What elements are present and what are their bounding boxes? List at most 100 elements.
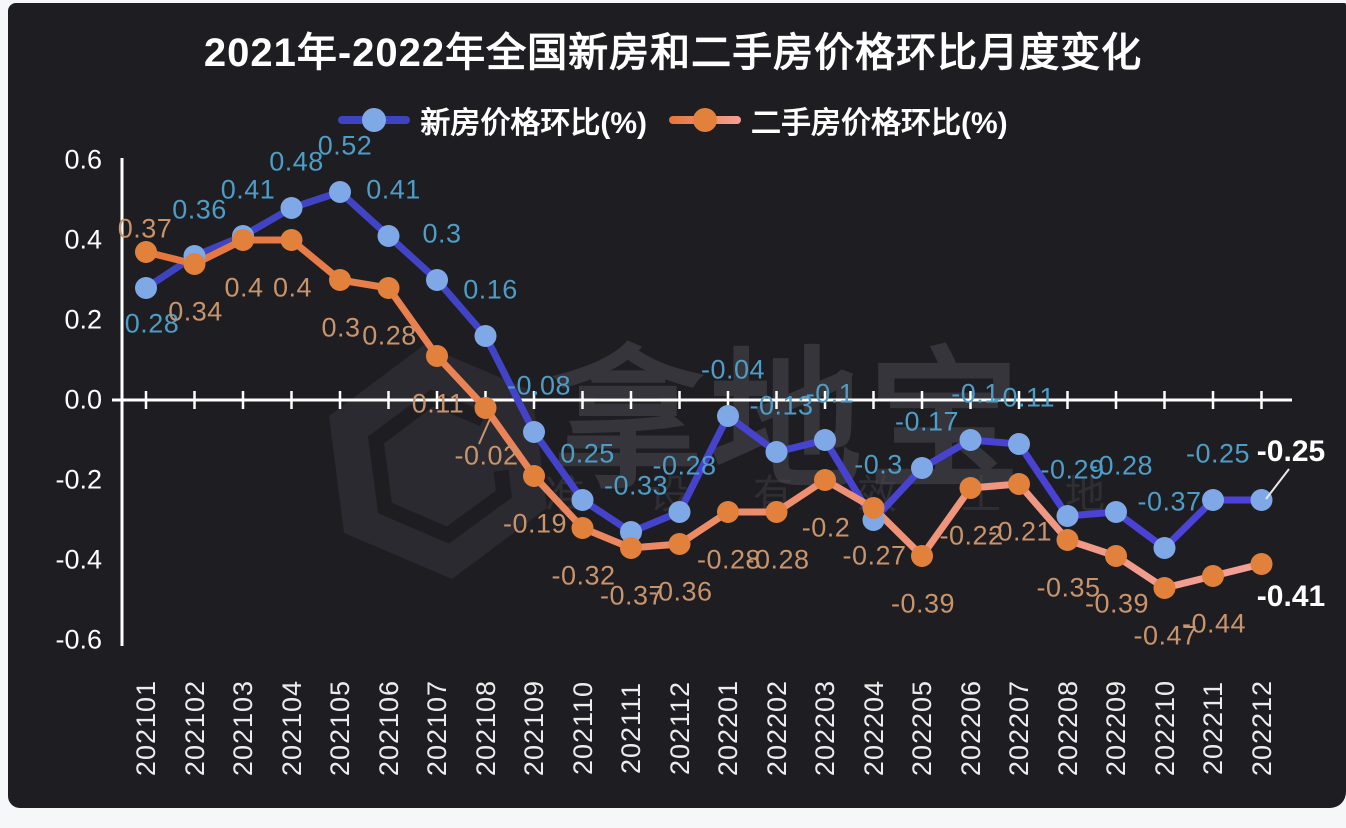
series-line-1	[142, 236, 1265, 592]
value-label: 0.4	[224, 272, 264, 303]
data-point	[1250, 553, 1273, 575]
data-point	[911, 545, 933, 567]
data-point	[1105, 501, 1127, 523]
value-label: -0.35	[1036, 572, 1101, 603]
value-label: -0.39	[890, 588, 956, 619]
y-axis-tick-label: 0.6	[64, 144, 102, 175]
watermark-text: 拿地宝	[552, 337, 1026, 507]
value-label: 0.41	[220, 174, 276, 205]
data-point	[959, 477, 982, 499]
value-label: -0.28	[745, 544, 810, 575]
value-label: -0.08	[506, 370, 572, 401]
data-point	[1153, 577, 1176, 599]
x-axis-tick-label: 202107	[422, 679, 452, 777]
legend-item-secondhand: 二手房价格环比(%)	[669, 98, 1008, 142]
data-point	[377, 277, 400, 299]
legend-line-secondhand-icon	[669, 108, 741, 132]
data-point	[1008, 433, 1030, 455]
x-axis-tick-label: 202210	[1149, 679, 1180, 777]
y-axis-tick-label: 0.4	[64, 224, 102, 255]
data-point	[668, 501, 691, 523]
x-axis-tick-label: 202106	[373, 679, 404, 777]
x-axis-tick-label: 202201	[713, 679, 743, 777]
x-axis-tick-label: 202104	[276, 679, 307, 777]
value-label: -0.28	[696, 544, 762, 575]
data-point	[620, 521, 642, 543]
value-label: -0.21	[987, 516, 1053, 547]
data-point	[717, 405, 739, 427]
x-axis-tick-label: 202205	[907, 679, 937, 777]
value-label: -0.3	[854, 449, 903, 480]
y-axis-tick-label: -0.2	[55, 464, 102, 495]
value-label: -0.36	[648, 576, 713, 607]
value-label: -0.44	[1181, 608, 1247, 639]
x-axis-tick-label: 202212	[1246, 679, 1277, 777]
data-point	[1056, 505, 1079, 527]
value-label: -0.25	[1185, 438, 1251, 469]
data-point	[280, 229, 303, 251]
data-point	[862, 497, 885, 519]
value-label: -0.33	[603, 470, 669, 501]
value-label: -0.17	[894, 406, 960, 437]
value-label: -0.29	[1040, 454, 1105, 485]
legend-dot-secondhand-icon	[693, 108, 717, 132]
value-label: -0.37	[599, 580, 665, 611]
data-point	[523, 421, 545, 443]
x-axis-tick-label: 202209	[1101, 679, 1131, 777]
value-label: -0.27	[842, 540, 907, 571]
x-axis-tick-label: 202103	[228, 679, 258, 777]
data-point	[232, 229, 254, 251]
hexagon-logo-inner-icon	[367, 389, 513, 544]
value-label: 0.4	[272, 272, 313, 303]
data-point	[911, 457, 933, 479]
x-axis-tick-label: 202203	[810, 679, 840, 777]
data-point	[1008, 473, 1030, 495]
value-label: -0.02	[454, 440, 519, 471]
value-label: -0.2	[801, 512, 851, 543]
value-label: -0.1	[951, 378, 1000, 409]
chart-legend: 新房价格环比(%) 二手房价格环比(%)	[0, 100, 1346, 140]
final-value-label: -0.41	[1256, 580, 1326, 613]
chart-card	[8, 3, 1346, 808]
value-label: 0.41	[366, 174, 421, 205]
value-label: -0.39	[1084, 588, 1150, 619]
data-point	[523, 465, 545, 487]
x-axis-tick-label: 202202	[761, 679, 792, 777]
x-axis-tick-label: 202208	[1052, 679, 1083, 777]
value-label: -0.32	[551, 560, 616, 591]
data-point	[571, 489, 594, 511]
data-point	[959, 429, 982, 451]
data-point	[426, 269, 448, 291]
callout-line	[478, 418, 491, 445]
chart-title: 2021年-2022年全国新房和二手房价格环比月度变化	[203, 31, 1143, 75]
legend-dot-new-homes-icon	[362, 108, 387, 132]
data-point	[1153, 537, 1176, 559]
value-label: 0.52	[317, 130, 373, 161]
value-label: 0.36	[172, 194, 227, 225]
value-label: 0.16	[463, 274, 518, 305]
data-point	[329, 269, 351, 291]
value-label: 0.37	[117, 213, 173, 244]
y-axis-tick-label: 0.2	[64, 304, 102, 335]
data-point	[1250, 489, 1273, 511]
x-axis-tick-label: 202111	[616, 681, 646, 775]
data-point	[1105, 545, 1127, 567]
data-point	[571, 517, 594, 539]
y-axis-tick-label: -0.6	[55, 624, 102, 655]
data-point	[474, 397, 497, 419]
data-point	[1202, 565, 1224, 587]
data-point	[183, 253, 206, 275]
value-label: 0.25	[560, 438, 615, 469]
data-point	[135, 277, 157, 299]
data-point	[717, 501, 739, 523]
x-axis-tick-label: 202206	[955, 679, 986, 777]
value-label: -0.28	[1088, 450, 1154, 481]
legend-label-new-homes: 新房价格环比(%)	[420, 107, 647, 140]
value-label: -0.11	[992, 382, 1056, 413]
value-label: -0.13	[749, 390, 814, 421]
data-point	[377, 225, 400, 247]
y-axis-tick-label: -0.4	[55, 544, 102, 575]
value-label: -0.04	[700, 354, 766, 385]
